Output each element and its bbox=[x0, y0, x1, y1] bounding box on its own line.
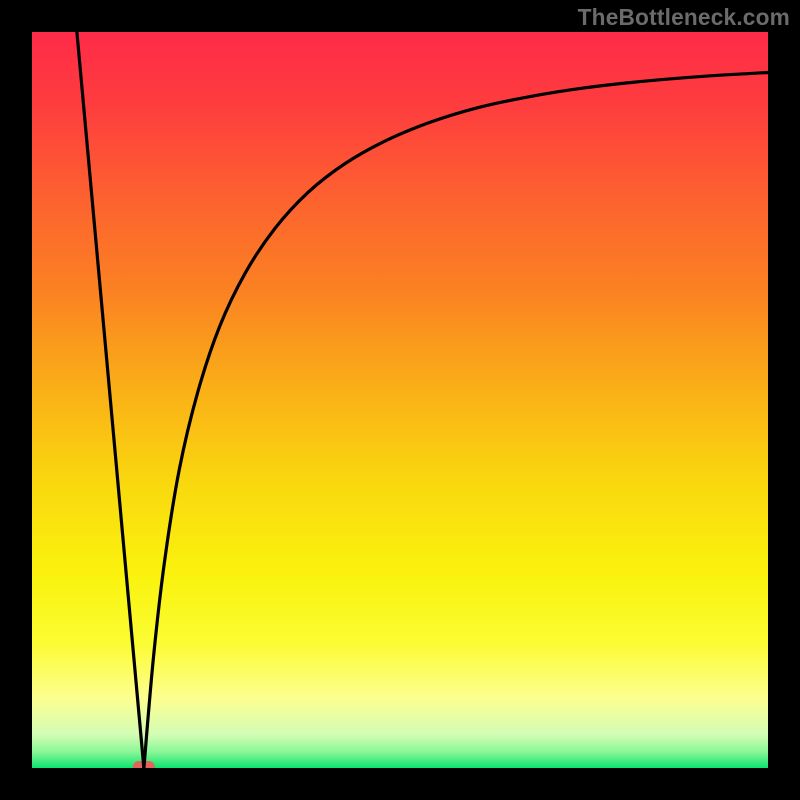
plot-background bbox=[32, 32, 768, 768]
watermark-text: TheBottleneck.com bbox=[578, 4, 790, 31]
bottleneck-chart bbox=[0, 0, 800, 800]
chart-container: { "meta": { "width_px": 800, "height_px"… bbox=[0, 0, 800, 800]
